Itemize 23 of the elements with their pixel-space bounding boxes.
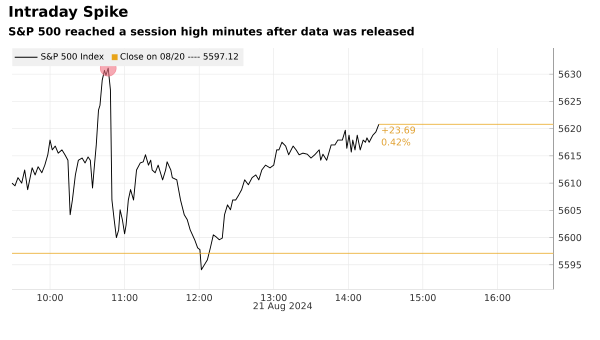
y-tick-label: 5625	[558, 98, 581, 105]
y-tick-label: 5615	[558, 152, 581, 160]
y-tick-label: 5630	[558, 70, 582, 78]
x-tick-label: 13:00	[261, 294, 287, 302]
x-tick-label: 16:00	[484, 294, 510, 302]
y-tick-label: 5620	[558, 125, 582, 132]
legend-label: Close on 08/20 ---- 5597.12	[120, 52, 238, 60]
chart-title: Intraday Spike	[10, 6, 128, 20]
x-tick-label: 14:00	[336, 294, 362, 302]
x-tick-label: 10:00	[38, 294, 63, 302]
x-tick-label: 15:00	[410, 294, 436, 302]
chart-subtitle: S&P 500 reached a session high minutes after data was released	[9, 26, 414, 38]
y-tick-label: 5600	[558, 234, 582, 242]
x-axis-title: 21 Aug 2024	[253, 302, 312, 312]
x-tick-label: 11:00	[112, 294, 138, 302]
y-tick-label: 5605	[558, 206, 581, 214]
y-tick-label: 5595	[558, 261, 581, 268]
legend-label: S&P 500 Index	[41, 52, 104, 60]
y-tick-label: 5610	[558, 180, 582, 187]
x-tick-label: 12:00	[186, 294, 212, 302]
line-series	[12, 68, 380, 270]
annotation: +23.69	[382, 126, 415, 134]
annotation: 0.42%	[382, 138, 410, 146]
